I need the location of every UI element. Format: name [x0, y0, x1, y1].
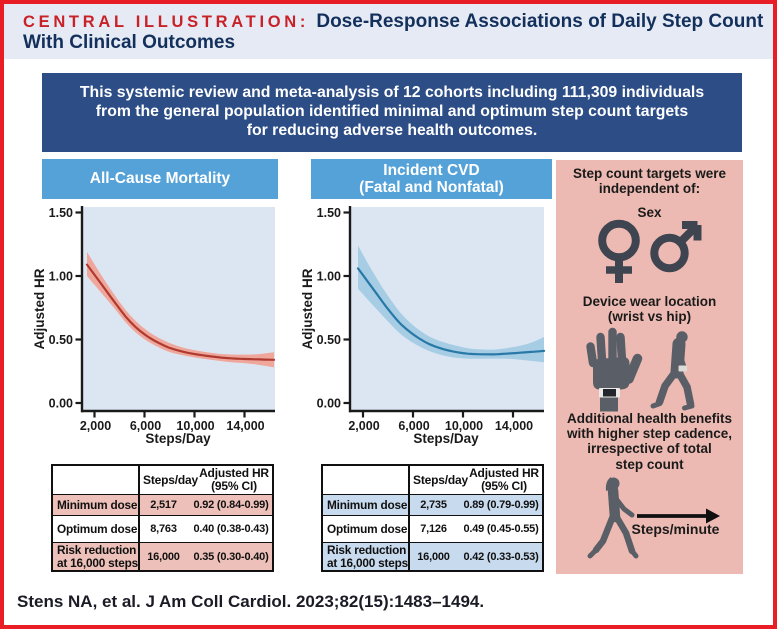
svg-text:Steps/Day: Steps/Day: [145, 431, 211, 446]
svg-text:0.50: 0.50: [317, 333, 341, 347]
svg-text:10,000: 10,000: [176, 419, 214, 433]
svg-text:1.00: 1.00: [317, 270, 341, 284]
svg-text:0.50: 0.50: [49, 333, 73, 347]
svg-text:2,000: 2,000: [348, 419, 379, 433]
svg-text:2,000: 2,000: [80, 419, 111, 433]
svg-text:14,000: 14,000: [495, 419, 533, 433]
svg-text:0.00: 0.00: [317, 397, 341, 411]
svg-text:6,000: 6,000: [130, 419, 161, 433]
svg-text:Adjusted HR: Adjusted HR: [300, 268, 315, 349]
svg-text:1.50: 1.50: [317, 206, 341, 220]
svg-text:Adjusted HR: Adjusted HR: [32, 268, 47, 349]
svg-text:0.00: 0.00: [49, 397, 73, 411]
svg-text:Steps/Day: Steps/Day: [413, 431, 479, 446]
svg-text:6,000: 6,000: [398, 419, 429, 433]
svg-text:10,000: 10,000: [445, 419, 483, 433]
svg-text:1.00: 1.00: [49, 270, 73, 284]
svg-text:14,000: 14,000: [226, 419, 264, 433]
svg-text:1.50: 1.50: [49, 206, 73, 220]
